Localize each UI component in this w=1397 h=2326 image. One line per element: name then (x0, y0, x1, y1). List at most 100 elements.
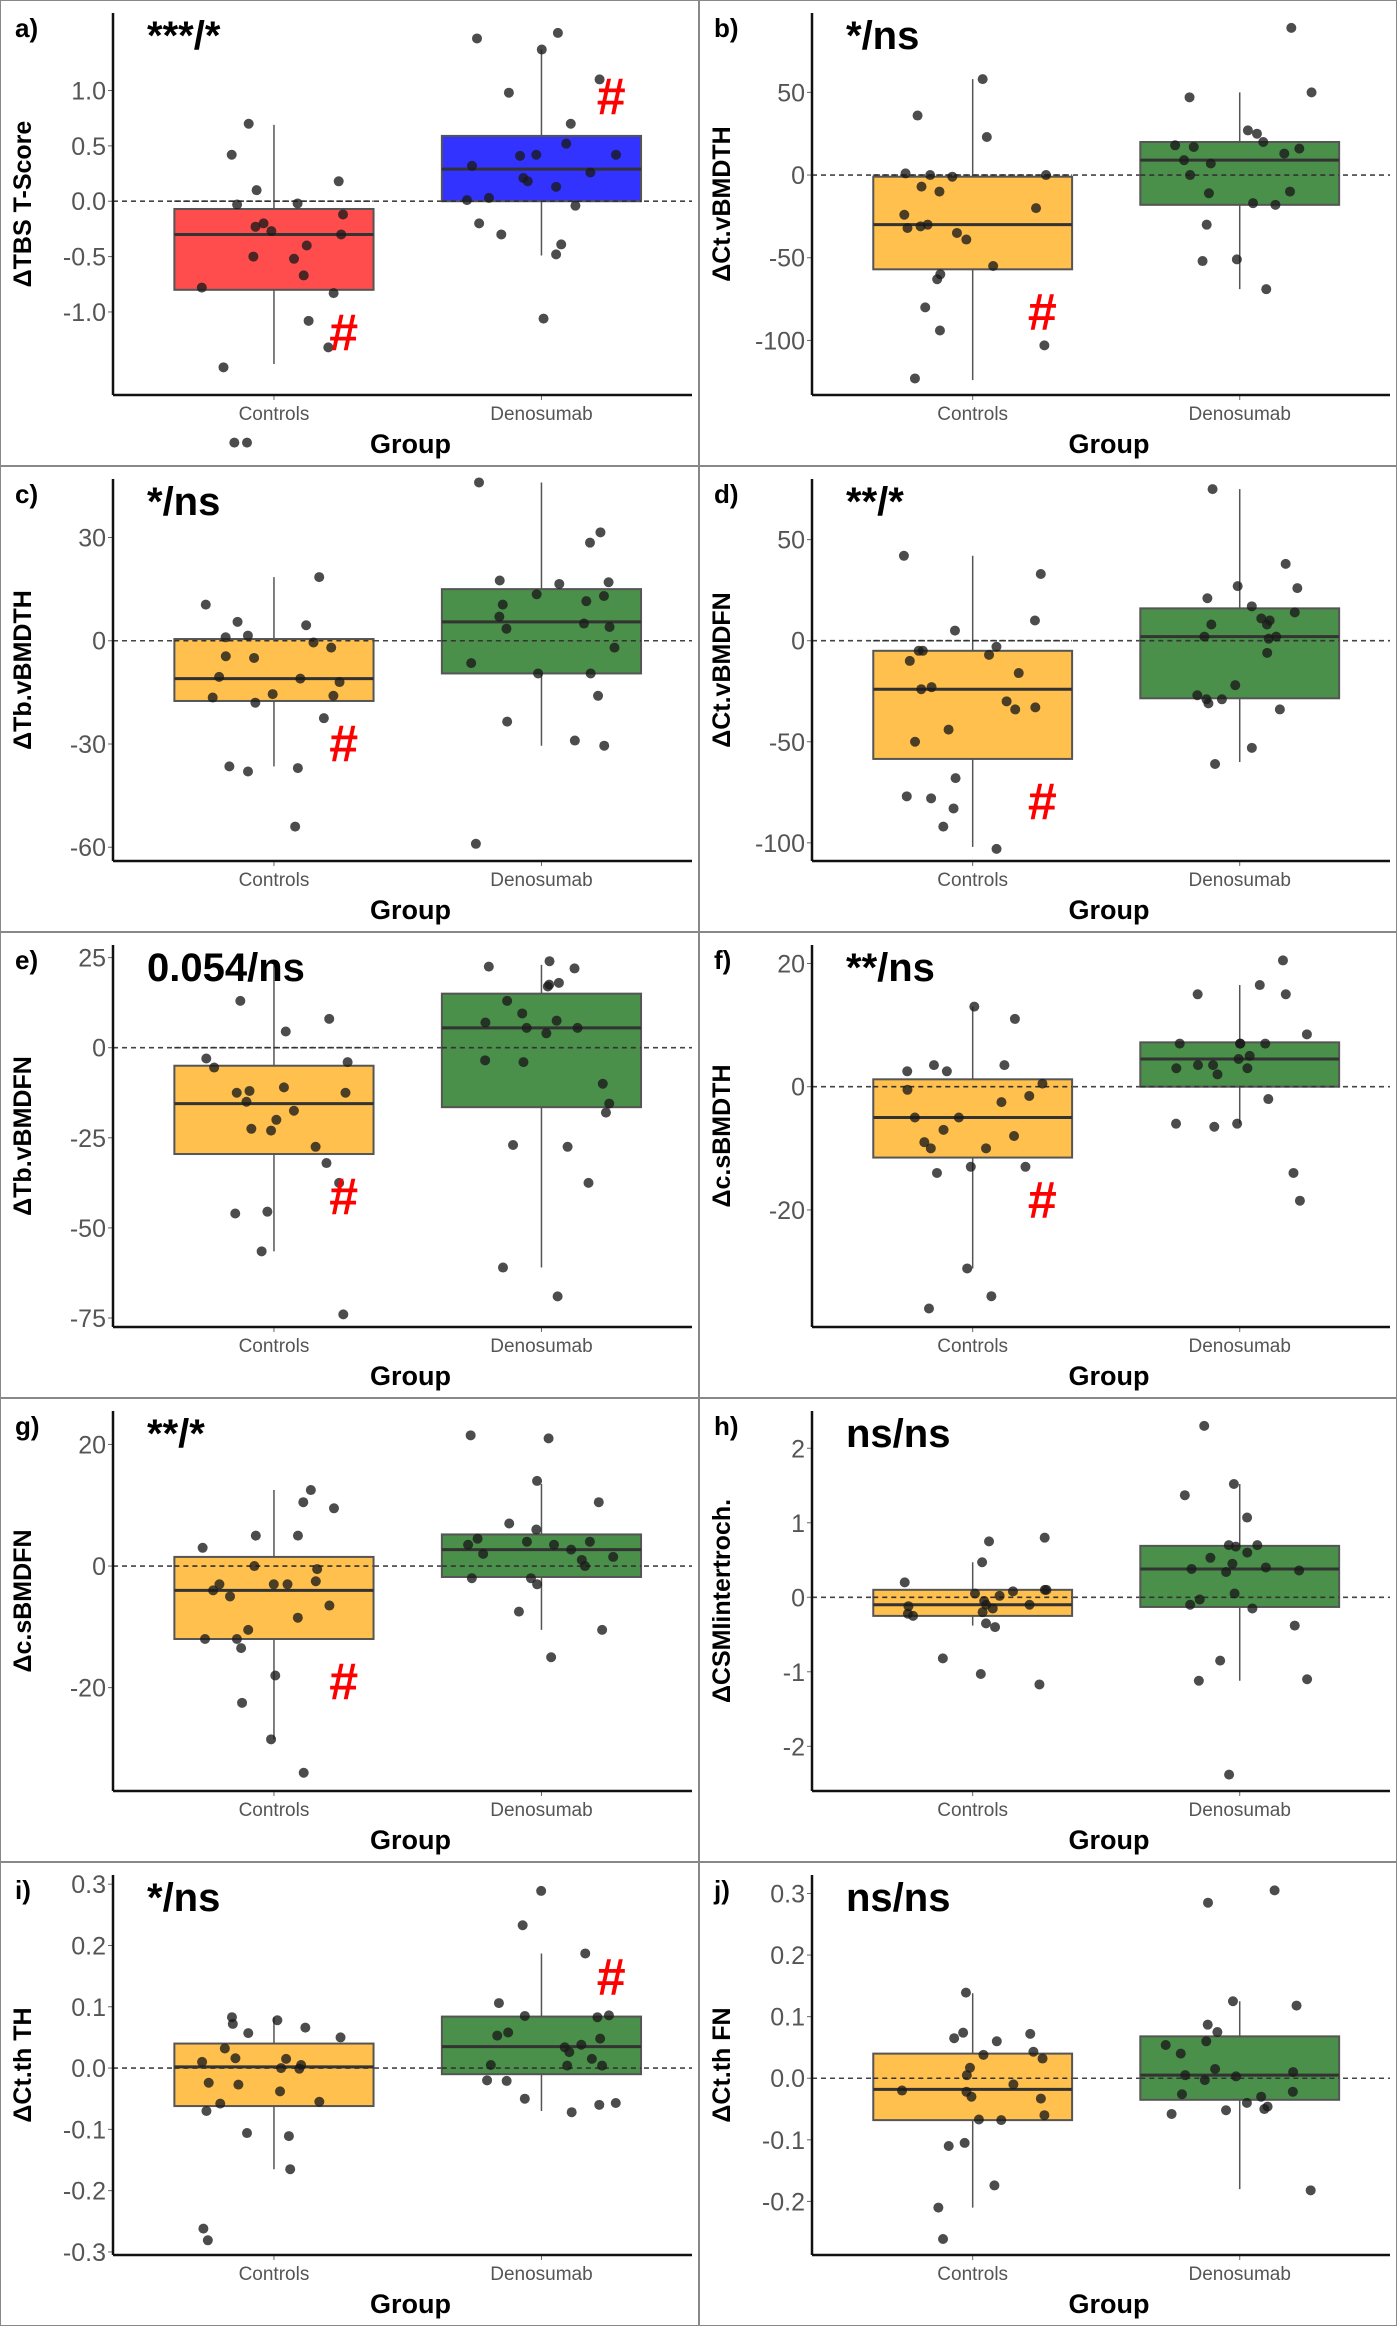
data-point (517, 1920, 528, 1931)
data-point (1254, 980, 1265, 991)
data-point (1233, 1053, 1244, 1064)
data-point (988, 261, 999, 272)
boxplot-svg: b) ΔCt.vBMDTH 50 0 -50 -100 Controls # Denosumab… (708, 13, 1390, 459)
data-point (604, 1098, 615, 1109)
data-point (203, 2077, 214, 2088)
data-point (1228, 1479, 1239, 1490)
data-point (580, 1948, 591, 1959)
data-point (1246, 742, 1257, 753)
data-point (902, 222, 913, 233)
data-point (200, 599, 211, 610)
data-point (335, 2032, 346, 2043)
x-axis-title: Group (1069, 895, 1150, 925)
data-point (1186, 1563, 1197, 1574)
y-tick-label: 20 (777, 950, 805, 978)
data-point (231, 1087, 242, 1098)
box-controls (872, 649, 1074, 760)
data-point (532, 1475, 543, 1486)
data-point (603, 577, 614, 588)
data-point (999, 1060, 1010, 1071)
x-axis-title: Group (370, 1825, 451, 1855)
data-point (981, 1143, 992, 1154)
data-point (901, 791, 912, 802)
box-controls (173, 207, 375, 291)
data-point (1008, 2079, 1019, 2090)
data-point (910, 736, 921, 747)
data-point (1031, 203, 1042, 214)
data-point (328, 690, 339, 701)
data-point (554, 578, 565, 589)
data-point (1247, 1603, 1258, 1614)
data-point (298, 1767, 309, 1778)
data-point (578, 618, 589, 629)
y-axis-title: ΔTBS T-Score (9, 121, 37, 288)
data-point (909, 1112, 920, 1123)
data-point (1227, 1558, 1238, 1569)
data-point (1028, 2046, 1039, 2057)
data-point (276, 2063, 287, 2074)
data-point (1216, 694, 1227, 705)
data-point (503, 2027, 514, 2038)
y-tick-label: 50 (777, 527, 805, 555)
data-point (975, 1669, 986, 1680)
data-point (1013, 668, 1024, 679)
data-point (494, 575, 505, 586)
data-point (611, 149, 622, 160)
data-point (336, 229, 347, 240)
data-point (1171, 1063, 1182, 1074)
data-point (1263, 1094, 1274, 1105)
data-point (236, 1643, 247, 1654)
data-point (1197, 256, 1208, 267)
data-point (1171, 1118, 1182, 1129)
boxplot-svg: j) ΔCt.th FN 0.3 0.2 0.1 0.0 -0.1 -0.2 Controls D… (708, 1875, 1390, 2319)
data-point (290, 821, 301, 832)
data-point (1202, 593, 1213, 604)
data-point (513, 1606, 524, 1617)
x-tick-label: Controls (937, 1336, 1008, 1357)
data-point (978, 2049, 989, 2060)
data-point (902, 1084, 913, 1095)
data-point (536, 1885, 547, 1896)
data-point (246, 1123, 257, 1134)
significance-annotation: */ns (846, 14, 919, 58)
y-tick-label: -50 (769, 729, 805, 757)
data-point (1248, 198, 1259, 209)
data-point (1230, 1541, 1241, 1552)
data-point (493, 1998, 504, 2009)
data-point (986, 1291, 997, 1302)
y-tick-label: -20 (769, 1197, 805, 1225)
y-axis-title: ΔCt.vBMDTH (708, 126, 736, 281)
data-point (480, 1017, 491, 1028)
data-point (1229, 1588, 1240, 1599)
boxplot-svg: a) ΔTBS T-Score 1.0 0.5 0.0 -0.5 -1.0 Controls #… (9, 13, 692, 459)
data-point (474, 477, 485, 488)
data-point (231, 1634, 242, 1644)
boxplot-svg: d) ΔCt.vBMDFN 50 0 -50 -100 Controls # Denosumab… (708, 479, 1390, 925)
data-point (295, 673, 306, 684)
data-point (551, 1015, 562, 1026)
data-point (931, 1167, 942, 1178)
x-axis-title: Group (370, 1361, 451, 1391)
x-tick-label: Denosumab (1188, 1336, 1290, 1357)
data-point (1192, 690, 1203, 701)
data-point (508, 1140, 519, 1151)
data-point (197, 1542, 208, 1553)
data-point (996, 1097, 1007, 1108)
data-point (903, 1601, 914, 1612)
data-point (608, 1551, 619, 1562)
y-tick-label: -0.1 (762, 2127, 805, 2155)
data-point (463, 1539, 474, 1550)
x-axis-title: Group (370, 895, 451, 925)
y-tick-label: 1 (791, 1510, 805, 1538)
data-point (1287, 2086, 1298, 2097)
data-point (926, 682, 937, 693)
data-point (272, 2015, 283, 2026)
data-point (324, 1600, 335, 1611)
panel-a: a) ΔTBS T-Score 1.0 0.5 0.0 -0.5 -1.0 Controls #… (0, 0, 699, 466)
boxplot-svg: c) ΔTb.vBMDTH 30 0 -30 -60 Controls # Denosumab G… (9, 477, 692, 925)
data-point (579, 1561, 590, 1572)
box-controls (872, 175, 1074, 271)
x-tick-label: Controls (937, 2264, 1008, 2285)
data-point (569, 735, 580, 746)
boxplot-svg: i) ΔCt.th TH 0.3 0.2 0.1 0.0 -0.1 -0.2 -0.3 Contr… (9, 1871, 692, 2319)
